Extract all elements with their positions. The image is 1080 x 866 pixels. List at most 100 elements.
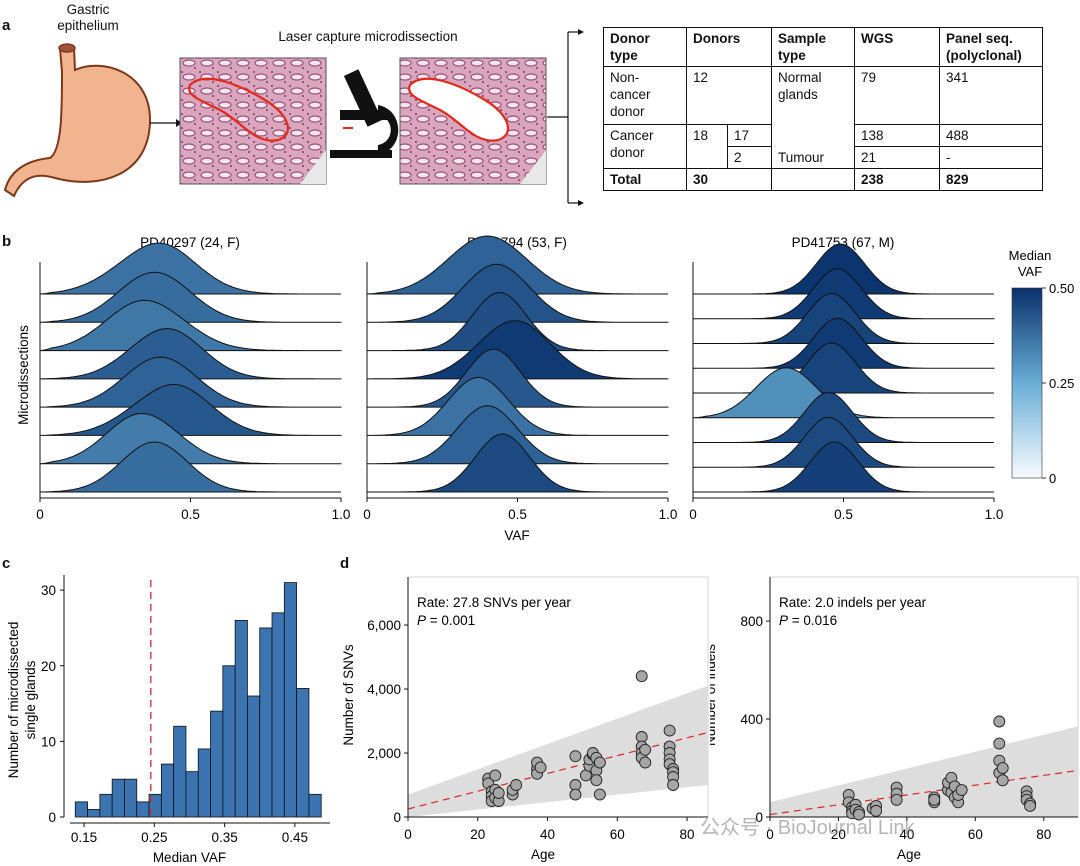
hist-bar — [271, 612, 285, 818]
colorbar-title-line1: Median — [1009, 248, 1052, 263]
cell-total-label: Total — [603, 168, 687, 191]
p-symbol: P — [417, 613, 426, 628]
hist-bar — [185, 771, 199, 818]
data-point — [569, 788, 582, 801]
data-point — [667, 779, 680, 791]
scatter-x-tick-label: 80 — [680, 827, 695, 842]
colorbar-title-line2: VAF — [1018, 264, 1042, 279]
table-row: 2 Tumour 21 - — [604, 146, 1043, 169]
ridge-ylabel: Microdissections — [16, 325, 31, 425]
scatter-x-tick-label: 40 — [540, 827, 555, 842]
ridge-density-1-1 — [39, 242, 341, 295]
scatter-x-tick-label: 80 — [1036, 827, 1051, 842]
cell-cancer-panel1: 488 — [939, 124, 1043, 147]
hist-bar — [247, 695, 261, 818]
hist-bar — [74, 801, 88, 818]
hist-y-tick-label: 0 — [48, 810, 56, 825]
ridge-density-3-8 — [692, 416, 995, 468]
lcm-label: Laser capture microdissection — [278, 29, 457, 44]
table-header-row: Donor type Donors Sample type WGS Panel se… — [603, 27, 1043, 67]
colorbar-tick-mid: 0.25 — [1049, 376, 1074, 391]
table-row: Non-cancer donor 12 Normal glands 79 341 — [603, 66, 1043, 147]
header-wgs: WGS — [854, 27, 940, 67]
hist-bar — [173, 725, 187, 818]
header-donor-type: Donor type — [603, 27, 687, 67]
rate-annotation: Rate: 27.8 SNVs per year — [417, 595, 571, 610]
cell-normal-glands: Normal glands — [771, 66, 855, 147]
hist-bar — [259, 627, 273, 818]
hist-y-tick-label: 30 — [41, 583, 56, 598]
hist-ylabel-line1: Number of microdissected — [6, 622, 21, 779]
cell-tumour: Tumour — [771, 146, 855, 169]
ridge-density-1-7 — [39, 412, 342, 465]
data-point — [590, 774, 603, 787]
header-panel-seq: Panel seq. (polyclonal) — [939, 27, 1043, 67]
data-point — [996, 762, 1009, 774]
ridge-density-1-6 — [39, 384, 342, 436]
rate-annotation: Rate: 2.0 indels per year — [779, 595, 927, 610]
scatter-xlabel: Age — [897, 847, 921, 862]
cell-noncancer-panel: 341 — [939, 66, 1043, 125]
hist-x-tick-label: 0.15 — [71, 830, 97, 845]
tissue-before-image — [179, 57, 327, 185]
panel-b-ridgeline-chart: PD40297 (24, F) PD42794 (53, F) PD41753 … — [16, 235, 1074, 543]
ridge-tick-label: 0.5 — [181, 507, 200, 522]
p-value-annotation: P = 0.016 — [779, 613, 837, 628]
tissue-after-image — [399, 57, 547, 185]
ridge-tick-label: 0.5 — [508, 507, 527, 522]
table-row: Cancer donor 18 17 138 488 — [603, 124, 1043, 169]
scatter-ylabel: Number of SNVs — [341, 644, 356, 746]
panel-letter-b: b — [2, 233, 12, 250]
ridge-density-2-4 — [366, 320, 669, 380]
cell-total-sample — [771, 168, 855, 191]
ridge-tick-label: 1.0 — [332, 507, 351, 522]
hist-xlabel: Median VAF — [153, 850, 226, 865]
scatter-y-tick-label: 2,000 — [367, 746, 401, 761]
data-point — [853, 808, 865, 821]
scatter-y-tick-label: 0 — [393, 810, 401, 825]
panel-d-snv-scatter: 0 2,000 4,000 6,000 0 20 40 60 80 Rate: 27.8 SNVs… — [341, 576, 709, 862]
hist-bar — [296, 688, 310, 818]
table-total-row: Total 30 238 829 — [603, 168, 1043, 191]
data-point — [1024, 800, 1037, 812]
ridge-density-3-4 — [692, 317, 995, 369]
hist-y-tick-label: 20 — [41, 659, 56, 674]
hist-ylabel-line2: single glands — [23, 660, 38, 739]
cell-cancer-wgs2: 21 — [854, 146, 940, 169]
ridge-density-2-2 — [366, 263, 669, 323]
ridge-density-2-1 — [366, 235, 668, 295]
ridge-tick-label: 0 — [36, 507, 44, 522]
scatter-x-tick-label: 20 — [831, 827, 846, 842]
data-point — [928, 793, 941, 806]
data-point — [996, 774, 1009, 787]
ridge-tick-label: 0.5 — [834, 507, 853, 522]
scatter-xlabel: Age — [531, 847, 555, 862]
hist-y-tick-label: 10 — [41, 734, 56, 749]
panel-a-illustration: Gastric epithelium Laser capture microdi… — [3, 2, 584, 206]
p-value: = 0.016 — [788, 613, 837, 628]
epithelium-label-line1: Gastric — [67, 2, 110, 17]
scatter-x-tick-label: 0 — [404, 827, 412, 842]
scatter-x-tick-label: 0 — [766, 827, 774, 842]
ridge-density-1-3 — [39, 299, 342, 352]
hist-bar — [222, 665, 236, 818]
data-point — [955, 784, 968, 797]
cell-noncancer-type: Non-cancer donor — [603, 66, 687, 125]
hist-bar — [234, 619, 248, 818]
ridge-xlabel: VAF — [504, 528, 529, 543]
bracket-arrow — [547, 31, 578, 204]
cohort-summary-table: Donor type Donors Sample type WGS Panel se… — [603, 27, 1043, 191]
cell-cancer-sub2: 2 — [727, 146, 772, 169]
data-point — [492, 787, 505, 799]
data-point — [993, 715, 1006, 728]
colorbar-tick-min: 0 — [1049, 471, 1056, 486]
hist-bar — [308, 793, 322, 818]
data-point — [593, 756, 606, 769]
data-point — [639, 756, 652, 769]
scatter-y-tick-label: 0 — [755, 810, 763, 825]
cell-noncancer-wgs: 79 — [854, 66, 940, 125]
confidence-band — [408, 685, 708, 817]
data-point — [870, 804, 883, 817]
hist-bar — [197, 748, 211, 818]
hist-bar — [283, 582, 298, 818]
